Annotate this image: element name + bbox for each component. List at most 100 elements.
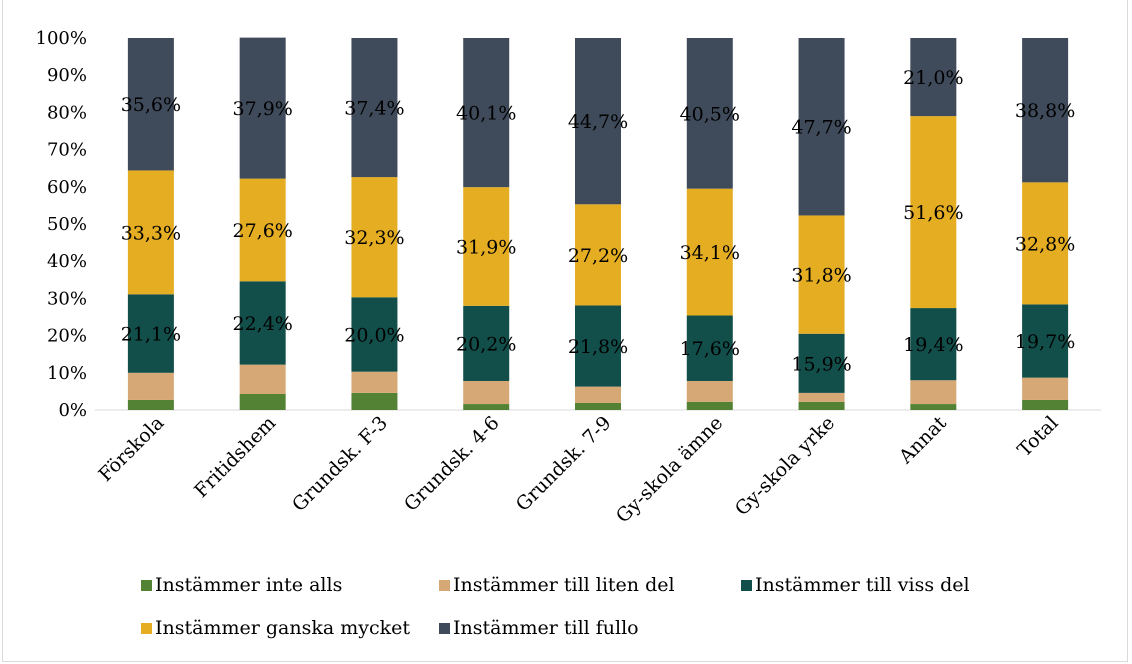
bar-segment (1022, 304, 1069, 378)
bar-segment (351, 297, 398, 372)
bar-segment (575, 38, 621, 205)
y-tick-label: 10% (47, 363, 87, 384)
legend-swatch (439, 623, 450, 634)
bar-segment (239, 364, 286, 395)
legend-label: Instämmer inte alls (155, 574, 342, 596)
data-label: 31,9% (456, 237, 516, 259)
bar-segment (575, 204, 621, 306)
bar-segment (127, 372, 174, 400)
bar-segment (686, 380, 733, 402)
bar-segment (686, 188, 733, 316)
data-label: 20,0% (344, 324, 404, 346)
stacked-bar-chart: 0% 10% 20% 30% 40% 50% 60% 70% 80% 90% 100% 21,1% 33… (36, 28, 1101, 639)
data-label: 51,6% (903, 202, 963, 224)
bar-segment (798, 333, 845, 393)
bar-segment (463, 305, 510, 381)
bar-segment (127, 170, 174, 295)
data-label: 22,4% (232, 313, 292, 335)
bar-segment (798, 401, 845, 410)
bar-segment (686, 38, 733, 189)
bar-segment (798, 38, 845, 216)
data-label: 21,1% (121, 324, 181, 346)
legend-label: Instämmer till fullo (453, 617, 639, 639)
bar-segment (1022, 182, 1069, 305)
data-label: 32,8% (1015, 233, 1075, 255)
bar-segment (127, 399, 174, 410)
y-tick-label: 60% (47, 177, 87, 198)
x-category-label: Gy-skola ämne (612, 412, 727, 527)
bar-segment (575, 305, 621, 387)
data-label: 20,2% (456, 333, 516, 355)
legend-label: Instämmer ganska mycket (155, 617, 410, 639)
data-label: 40,5% (680, 103, 740, 125)
x-category-label: Grundsk. F-3 (288, 412, 392, 516)
bar-segment (910, 308, 957, 381)
bar-segment (351, 392, 398, 410)
y-tick-label: 0% (58, 400, 87, 421)
bar-segment (463, 380, 510, 405)
bar-segment (463, 187, 510, 306)
bar-segment (798, 392, 845, 402)
legend-label: Instämmer till liten del (453, 574, 675, 596)
bar-segment (910, 404, 957, 410)
data-label: 32,3% (344, 227, 404, 249)
x-category-label: Fritidshem (190, 412, 280, 502)
y-tick-label: 50% (47, 214, 87, 235)
data-label: 19,7% (1015, 331, 1075, 353)
bar-segment (127, 294, 174, 373)
data-label: 27,6% (232, 220, 292, 242)
x-category-label: Förskola (94, 412, 168, 486)
y-tick-label: 70% (47, 140, 87, 161)
data-label: 40,1% (456, 103, 516, 125)
bar-segment (351, 177, 398, 298)
y-tick-label: 40% (47, 251, 87, 272)
x-category-label: Total (1013, 412, 1062, 461)
bar-segment (1022, 377, 1069, 400)
data-label: 34,1% (680, 242, 740, 264)
legend-swatch (439, 580, 450, 591)
data-label: 38,8% (1015, 100, 1075, 122)
data-label: 35,6% (121, 94, 181, 116)
bar-segment (127, 38, 174, 171)
bar-segment (910, 38, 957, 117)
legend-label: Instämmer till viss del (755, 574, 970, 596)
bar-segment (351, 371, 398, 393)
y-tick-label: 30% (47, 288, 87, 309)
data-label: 47,7% (791, 117, 851, 139)
bar-segment (910, 116, 957, 309)
bar-segment (463, 38, 510, 188)
data-label: 17,6% (680, 338, 740, 360)
bar-segment (798, 215, 845, 334)
data-label: 21,8% (568, 336, 628, 358)
y-tick-label: 80% (47, 102, 87, 123)
bar-segment (351, 38, 398, 178)
data-label: 37,9% (232, 98, 292, 120)
data-label: 15,9% (791, 353, 851, 375)
legend-swatch (141, 623, 152, 634)
x-category-label: Grundsk. 4-6 (400, 412, 504, 516)
data-label: 37,4% (344, 98, 404, 120)
data-label: 44,7% (568, 111, 628, 133)
bar-segment (239, 281, 286, 365)
bar-segment (239, 178, 286, 282)
data-label: 21,0% (903, 67, 963, 89)
data-label: 19,4% (903, 334, 963, 356)
data-label: 33,3% (121, 222, 181, 244)
bar-segment (686, 401, 733, 410)
y-tick-label: 100% (36, 28, 87, 49)
legend-swatch (741, 580, 752, 591)
bar-segment (686, 315, 733, 381)
y-tick-label: 20% (47, 326, 87, 347)
bar-segment (910, 380, 957, 405)
data-label: 31,8% (791, 265, 851, 287)
bar-segment (575, 402, 621, 410)
x-category-label: Annat (894, 412, 951, 469)
bar-segment (463, 404, 510, 410)
bar-segment (239, 37, 286, 179)
legend-swatch (141, 580, 152, 591)
bar-segment (575, 386, 621, 403)
bar-segment (239, 394, 286, 410)
x-category-label: Gy-skola yrke (731, 412, 839, 520)
bar-segment (1022, 399, 1069, 410)
